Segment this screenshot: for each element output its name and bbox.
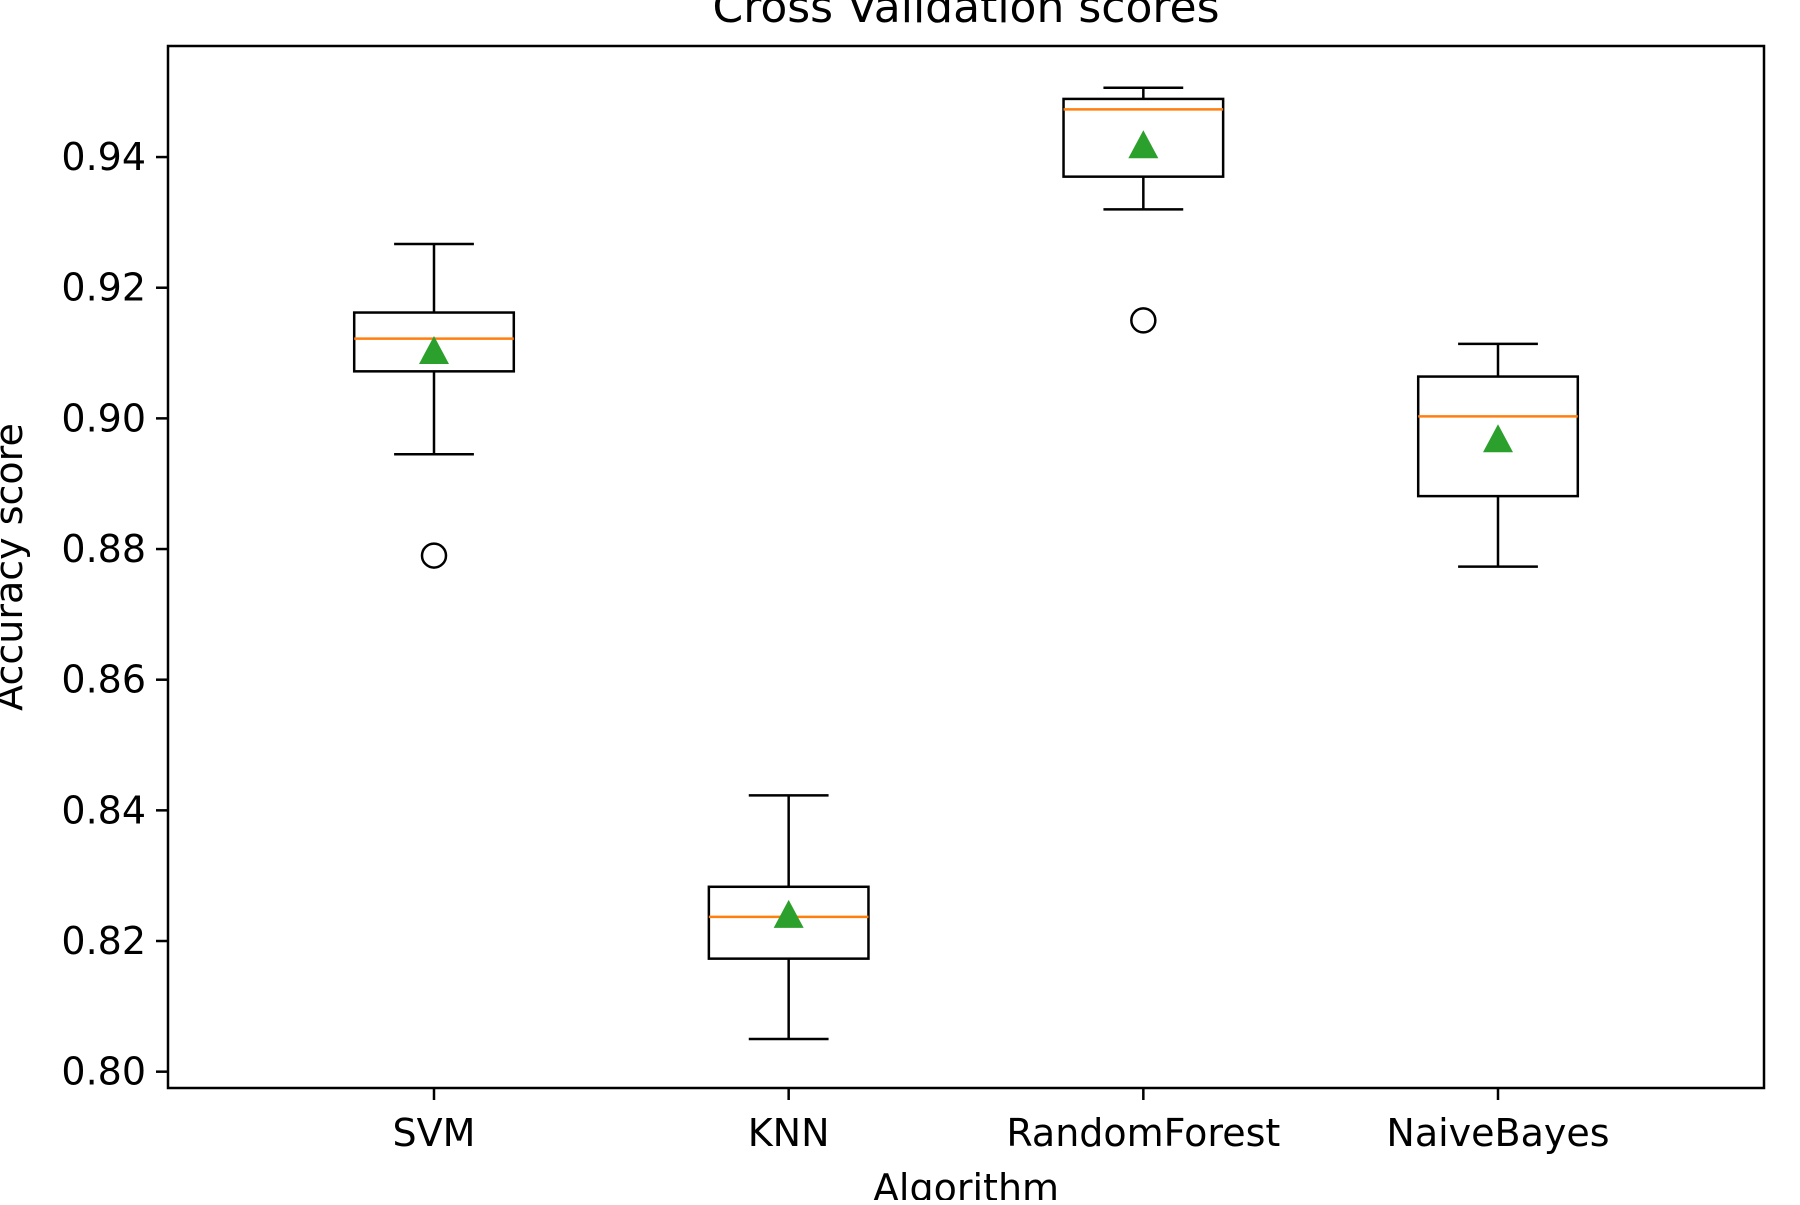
box-group-svm: [352, 242, 516, 569]
mean-marker: [1128, 130, 1159, 159]
box: [707, 885, 870, 960]
outlier-point: [420, 542, 448, 569]
box-group-naivebayes: [1416, 342, 1580, 568]
x-tick-label: NaiveBayes: [1386, 1111, 1609, 1155]
y-tick-label: 0.90: [61, 396, 146, 440]
x-axis-label: Algorithm: [873, 1166, 1059, 1200]
y-tick-label: 0.94: [61, 135, 146, 179]
box-group-knn: [707, 794, 870, 1041]
box: [1062, 97, 1225, 178]
x-tick-label: RandomForest: [1006, 1111, 1280, 1155]
y-tick-label: 0.80: [61, 1050, 146, 1094]
y-axis-label: Accuracy score: [0, 423, 31, 711]
x-tick-label: SVM: [393, 1111, 476, 1155]
y-tick-label: 0.88: [61, 527, 146, 571]
mean-marker: [773, 899, 804, 928]
box: [352, 311, 516, 373]
x-tick-label: KNN: [748, 1111, 830, 1155]
y-tick-label: 0.84: [61, 788, 146, 832]
y-axis: 0.80 0.82 0.84 0.86 0.88 0.90 0.92 0.94: [61, 135, 168, 1094]
y-tick-label: 0.82: [61, 919, 146, 963]
plot-frame: [166, 44, 1766, 1090]
y-tick-label: 0.86: [61, 658, 146, 702]
x-axis: SVM KNN RandomForest NaiveBayes: [393, 1088, 1610, 1155]
mean-marker: [419, 336, 449, 365]
plot-area: [352, 86, 1580, 1041]
mean-marker: [1483, 424, 1513, 453]
y-tick-label: 0.92: [61, 266, 146, 310]
box: [1416, 375, 1580, 498]
chart-title: Cross Validation scores: [712, 0, 1219, 33]
box-group-randomforest: [1062, 86, 1225, 334]
outlier-point: [1130, 307, 1157, 334]
